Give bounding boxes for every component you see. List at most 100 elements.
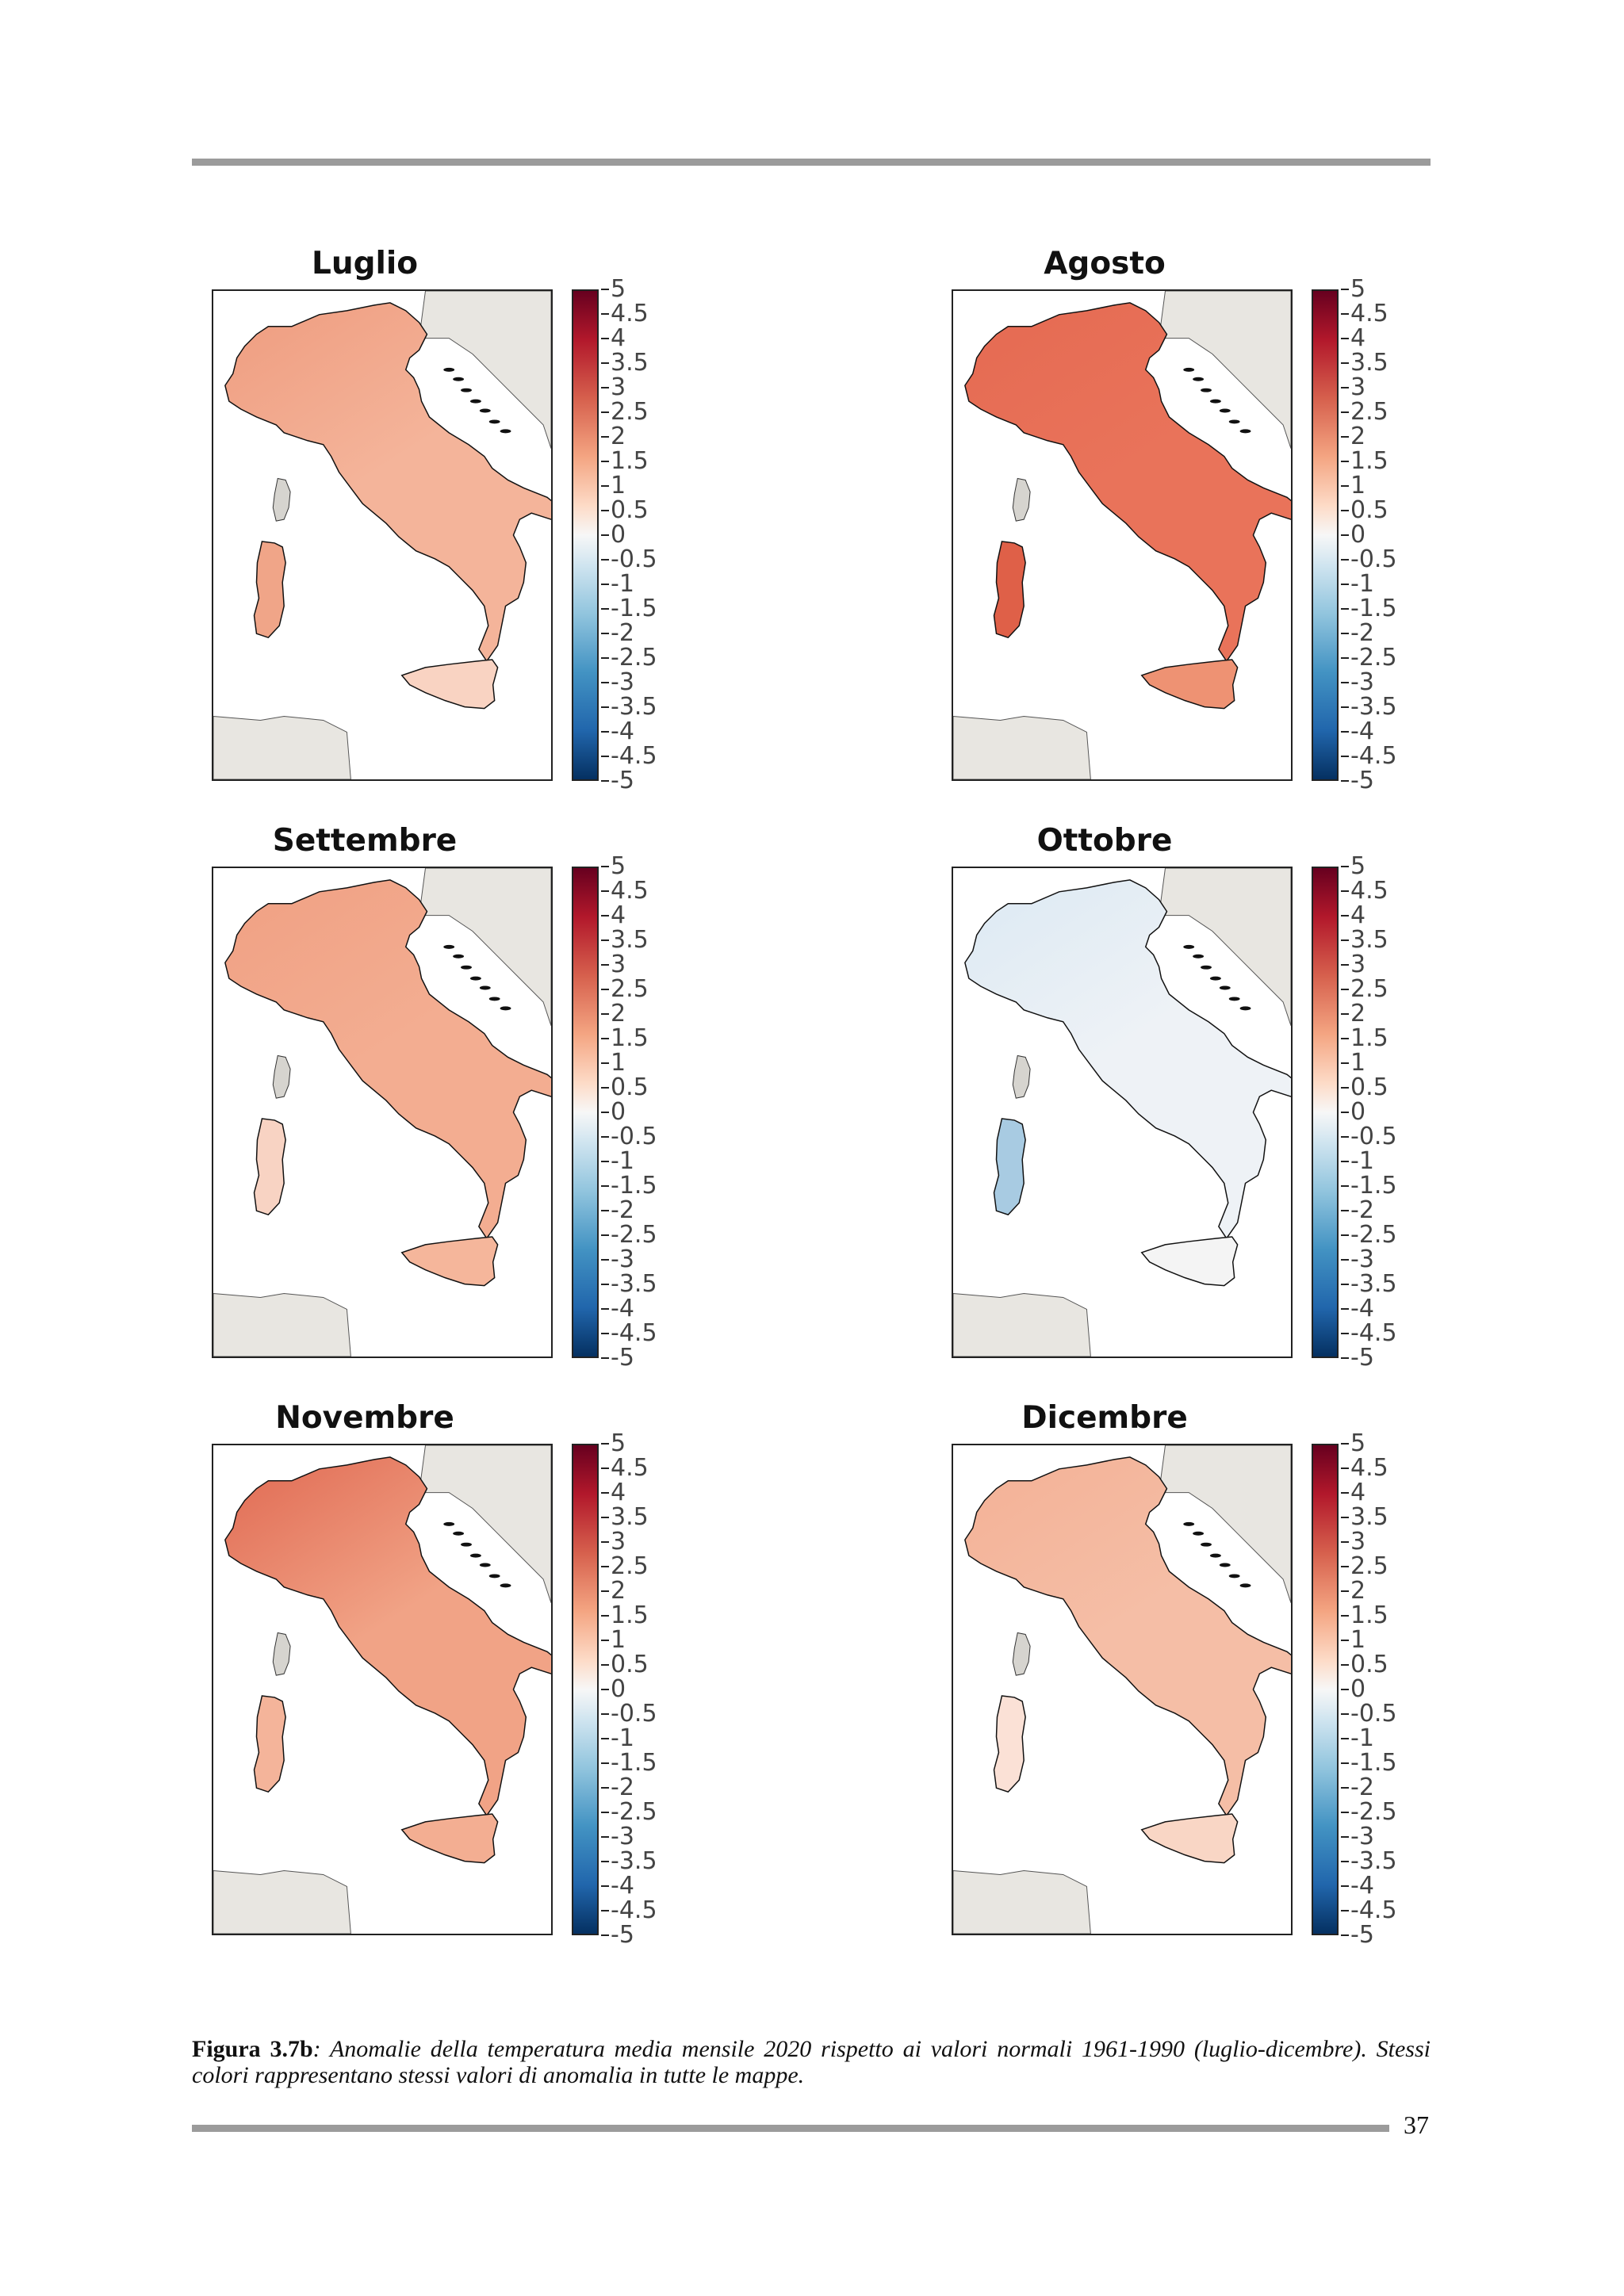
colorbar-tick xyxy=(601,706,609,708)
colorbar-tick xyxy=(1341,1259,1349,1261)
dalmatian-island xyxy=(1201,1542,1212,1547)
colorbar xyxy=(1312,867,1339,1358)
colorbar-tick xyxy=(601,1517,609,1518)
panel-title: Dicembre xyxy=(1021,1400,1188,1436)
colorbar-tick xyxy=(1341,1136,1349,1138)
colorbar-tick xyxy=(1341,1836,1349,1838)
map-panel-dicembre: Dicembre 5 4.5 4 3.5 3 2.5 2 1.5 1 0.5 0 -0.5 -1 -1.5-… xyxy=(934,1400,1442,1955)
colorbar-tick-label: -3.5 xyxy=(611,1270,657,1298)
colorbar-tick-label: 5 xyxy=(1350,275,1366,303)
colorbar-tick-label: -2.5 xyxy=(1350,1798,1397,1826)
colorbar-tick xyxy=(1341,1210,1349,1211)
colorbar-tick-label: 5 xyxy=(1350,1429,1366,1457)
colorbar-tick-label: -0.5 xyxy=(1350,1700,1397,1728)
colorbar-tick xyxy=(1341,1234,1349,1236)
colorbar-tick-label: 1.5 xyxy=(611,1601,649,1629)
corsica-island xyxy=(272,477,291,522)
colorbar-tick-label: 4 xyxy=(611,324,626,352)
dalmatian-island xyxy=(488,419,500,424)
colorbar-tick-label: 2 xyxy=(611,1000,626,1027)
colorbar-tick-label: -3.5 xyxy=(1350,693,1397,721)
page-number: 37 xyxy=(1404,2110,1429,2139)
italy-landmass xyxy=(224,1456,551,1817)
dalmatian-island xyxy=(1228,419,1240,424)
colorbar-tick xyxy=(1341,534,1349,536)
colorbar-tick xyxy=(601,939,609,941)
colorbar-tick xyxy=(601,608,609,610)
colorbar-tick xyxy=(1341,1738,1349,1739)
colorbar-tick xyxy=(1341,1934,1349,1936)
colorbar xyxy=(572,289,599,781)
colorbar-tick xyxy=(1341,1885,1349,1887)
colorbar-tick-label: -4 xyxy=(1350,1295,1374,1322)
colorbar-tick-label: 0.5 xyxy=(611,1073,649,1101)
dalmatian-island xyxy=(1183,944,1195,949)
header-rule xyxy=(192,159,1431,166)
panel-title: Ottobre xyxy=(1036,823,1173,859)
colorbar-tick xyxy=(601,559,609,561)
colorbar-tick xyxy=(1341,1333,1349,1334)
colorbar-tick-label: -3.5 xyxy=(1350,1270,1397,1298)
colorbar-tick-label: 3.5 xyxy=(611,926,649,954)
italy-landmass xyxy=(964,302,1291,663)
colorbar-tick xyxy=(1341,559,1349,561)
colorbar-tick-label: -3.5 xyxy=(1350,1847,1397,1875)
colorbar-tick xyxy=(601,1468,609,1469)
colorbar-tick xyxy=(1341,436,1349,438)
colorbar-tick-label: -4.5 xyxy=(611,1319,657,1347)
colorbar-tick xyxy=(601,1836,609,1838)
colorbar-tick xyxy=(601,1590,609,1592)
colorbar-tick xyxy=(601,485,609,487)
colorbar-tick-label: -4 xyxy=(1350,718,1374,745)
africa-land xyxy=(953,716,1091,779)
colorbar-tick-label: 4 xyxy=(611,1479,626,1506)
colorbar-tick xyxy=(1341,608,1349,610)
colorbar-tick-label: 1.5 xyxy=(1350,447,1388,475)
colorbar-tick-label: 4 xyxy=(1350,324,1366,352)
colorbar-tick-label: -1.5 xyxy=(611,1749,657,1777)
colorbar-tick-label: -5 xyxy=(611,1921,634,1949)
colorbar-tick xyxy=(1341,1541,1349,1543)
colorbar-tick xyxy=(601,989,609,990)
map-panel-agosto: Agosto 5 4.5 4 3.5 3 2.5 2 1.5 1 0.5 0 -0.5 -1 -1.5 -2-… xyxy=(934,246,1442,801)
colorbar-tick-label: -2 xyxy=(1350,1196,1374,1224)
colorbar-tick xyxy=(601,387,609,388)
colorbar-tick xyxy=(601,657,609,659)
colorbar-tick xyxy=(1341,657,1349,659)
colorbar-tick xyxy=(601,731,609,733)
colorbar-tick-label: 0.5 xyxy=(1350,496,1388,524)
colorbar-tick-label: -3 xyxy=(1350,1823,1374,1850)
colorbar-tick-label: -0.5 xyxy=(611,1700,657,1728)
balkans-land xyxy=(1158,1445,1291,1603)
italy-map xyxy=(953,1445,1291,1934)
dalmatian-island xyxy=(1209,976,1221,981)
italy-map xyxy=(953,291,1291,779)
colorbar-tick xyxy=(601,1357,609,1359)
colorbar-tick-label: -1 xyxy=(1350,570,1374,598)
colorbar-tick-label: 1 xyxy=(611,1049,626,1077)
colorbar-tick xyxy=(601,436,609,438)
colorbar-tick-label: 4.5 xyxy=(611,1454,649,1482)
colorbar-tick-label: -4 xyxy=(611,1295,634,1322)
colorbar-tick xyxy=(601,1038,609,1039)
colorbar-tick xyxy=(601,1885,609,1887)
colorbar-tick-label: 1 xyxy=(611,472,626,499)
colorbar-tick xyxy=(1341,1038,1349,1039)
colorbar-tick-label: 0.5 xyxy=(611,496,649,524)
colorbar-tick-label: -4.5 xyxy=(1350,742,1397,770)
colorbar-tick xyxy=(601,1787,609,1789)
colorbar-tick-label: -1 xyxy=(1350,1724,1374,1752)
colorbar-tick-label: 4.5 xyxy=(1350,877,1388,905)
dalmatian-island xyxy=(1201,388,1212,392)
colorbar-tick xyxy=(601,313,609,315)
dalmatian-island xyxy=(1219,1563,1231,1567)
colorbar-tick-label: 2.5 xyxy=(1350,1552,1388,1580)
dalmatian-island xyxy=(1193,954,1205,959)
map-panel-settembre: Settembre 5 4.5 4 3.5 3 2.5 2 1.5 1 0.5 0 -0.5 -1 -1.5… xyxy=(194,823,702,1378)
dalmatian-island xyxy=(461,965,472,970)
colorbar-tick-label: -5 xyxy=(1350,1344,1374,1372)
colorbar-tick xyxy=(601,1713,609,1715)
colorbar-tick xyxy=(601,1664,609,1666)
colorbar-tick-label: -1.5 xyxy=(1350,595,1397,622)
colorbar-tick-label: 4.5 xyxy=(611,300,649,327)
